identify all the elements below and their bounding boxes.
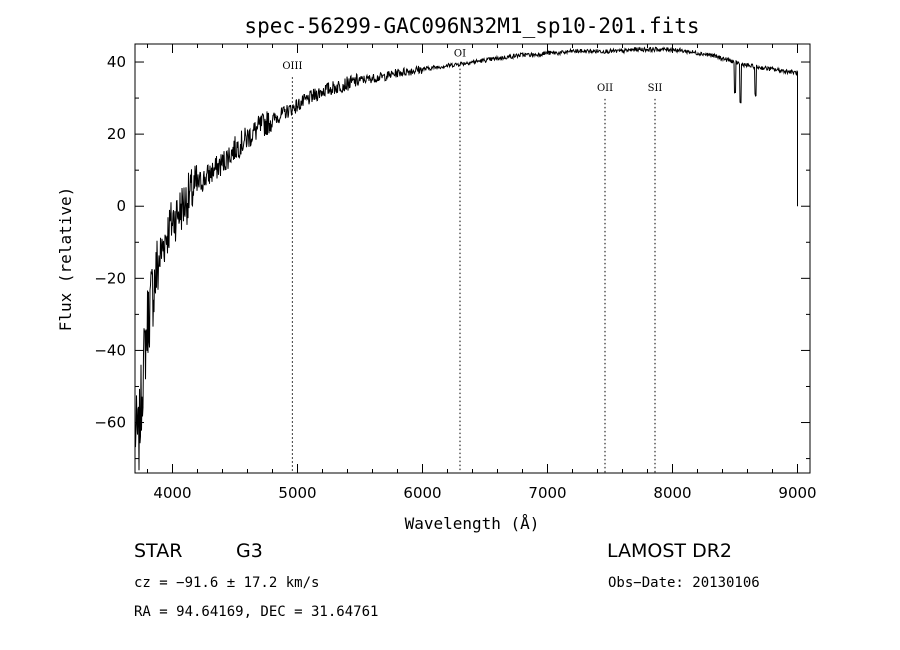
- spectrum-line: [134, 46, 798, 471]
- y-tick-label: 20: [107, 125, 126, 143]
- y-tick-label: −40: [94, 341, 126, 359]
- spectral-class: STAR: [134, 540, 183, 562]
- emission-line-label: OI: [454, 49, 466, 60]
- x-tick-label: 8000: [653, 484, 691, 502]
- emission-line-label: OIII: [282, 61, 302, 72]
- emission-line-label: SII: [648, 83, 663, 94]
- y-tick-label: −60: [94, 414, 126, 432]
- sky-coordinates: RA = 94.64169, DEC = 31.64761: [134, 604, 379, 620]
- chart-title: spec-56299-GAC096N32M1_sp10-201.fits: [244, 14, 699, 38]
- spectral-subclass: G3: [236, 540, 263, 562]
- y-axis-label: Flux (relative): [56, 187, 75, 332]
- redshift-velocity: cz = −91.6 ± 17.2 km/s: [134, 575, 320, 591]
- y-tick-label: 0: [116, 197, 126, 215]
- x-tick-label: 9000: [778, 484, 816, 502]
- plot-frame: [134, 43, 811, 474]
- x-tick-label: 6000: [403, 484, 441, 502]
- observation-date: Obs−Date: 20130106: [608, 575, 760, 591]
- x-tick-label: 4000: [153, 484, 191, 502]
- survey-name: LAMOST DR2: [607, 540, 732, 562]
- emission-line-label: OII: [597, 83, 613, 94]
- y-tick-label: −20: [94, 269, 126, 287]
- x-axis-label: Wavelength (Å): [405, 514, 540, 533]
- x-tick-label: 7000: [528, 484, 566, 502]
- y-tick-label: 40: [107, 53, 126, 71]
- x-tick-label: 5000: [278, 484, 316, 502]
